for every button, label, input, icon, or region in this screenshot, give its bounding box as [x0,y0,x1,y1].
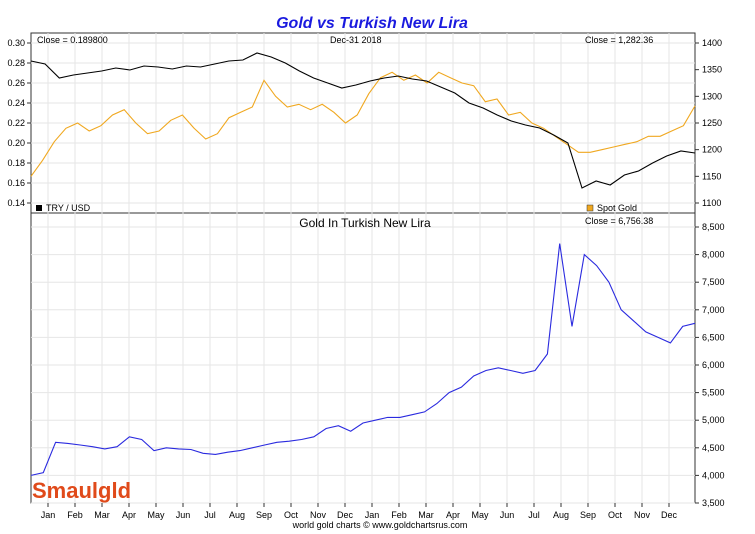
try-usd-line [30,52,696,189]
x-tick-label: Aug [553,510,569,520]
lower-right-tick-label: 6,500 [702,332,725,342]
date-label: Dec-31 2018 [330,35,382,45]
legend-try: TRY / USD [46,203,91,213]
left-tick-label: 0.18 [7,158,25,168]
left-tick-label: 0.24 [7,98,25,108]
lower-right-tick-label: 8,500 [702,222,725,232]
x-tick-label: Dec [661,510,678,520]
x-tick-label: Sep [580,510,596,520]
right-tick-label: 1250 [702,118,722,128]
lower-right-tick-label: 7,500 [702,277,725,287]
lower-right-tick-label: 5,500 [702,388,725,398]
x-tick-label: Jul [528,510,540,520]
chart-title: Gold vs Turkish New Lira [276,15,468,32]
right-tick-label: 1150 [702,171,721,181]
left-tick-label: 0.20 [7,138,25,148]
x-tick-label: Nov [310,510,327,520]
lower-right-tick-label: 3,500 [702,498,725,508]
x-tick-label: May [147,510,165,520]
left-close-label: Close = 0.189800 [37,35,108,45]
x-tick-label: Feb [391,510,407,520]
x-tick-label: Oct [284,510,299,520]
lower-right-tick-label: 5,000 [702,415,725,425]
left-tick-label: 0.16 [7,178,25,188]
x-tick-label: Jul [204,510,216,520]
lower-right-tick-label: 8,000 [702,250,725,260]
x-tick-label: Oct [608,510,623,520]
x-tick-label: May [471,510,489,520]
gold-in-try-line [30,243,696,476]
footer-credit: world gold charts © www.goldchartsrus.co… [292,520,468,530]
left-tick-label: 0.28 [7,58,25,68]
right-tick-label: 1400 [702,38,722,48]
x-tick-label: Dec [337,510,354,520]
x-tick-label: Jun [176,510,191,520]
x-tick-label: Apr [122,510,136,520]
x-tick-label: Nov [634,510,651,520]
logo-smaulgld: Smaulgld [32,478,131,503]
lower-panel-title: Gold In Turkish New Lira [299,216,431,230]
lower-right-tick-label: 7,000 [702,305,725,315]
left-tick-label: 0.14 [7,198,25,208]
lower-right-tick-label: 6,000 [702,360,725,370]
lower-right-tick-label: 4,500 [702,443,725,453]
x-tick-label: Feb [67,510,83,520]
x-tick-label: Jun [500,510,515,520]
spot-gold-line [30,71,696,177]
right-tick-label: 1350 [702,65,722,75]
lower-close-label: Close = 6,756.38 [585,216,653,226]
legend-swatch-gold [586,204,594,212]
right-close-label: Close = 1,282.36 [585,35,653,45]
x-tick-label: Apr [446,510,460,520]
x-tick-label: Jan [41,510,56,520]
legend-gold: Spot Gold [597,203,637,213]
right-tick-label: 1300 [702,91,722,101]
left-tick-label: 0.30 [7,38,25,48]
right-tick-label: 1200 [702,145,722,155]
left-tick-label: 0.26 [7,78,25,88]
right-tick-label: 1100 [702,198,721,208]
lower-right-tick-label: 4,000 [702,470,725,480]
x-tick-label: Jan [365,510,380,520]
x-tick-label: Sep [256,510,272,520]
legend-swatch-try [36,205,42,211]
x-tick-label: Mar [94,510,110,520]
left-tick-label: 0.22 [7,118,25,128]
x-tick-label: Aug [229,510,245,520]
x-tick-label: Mar [418,510,434,520]
